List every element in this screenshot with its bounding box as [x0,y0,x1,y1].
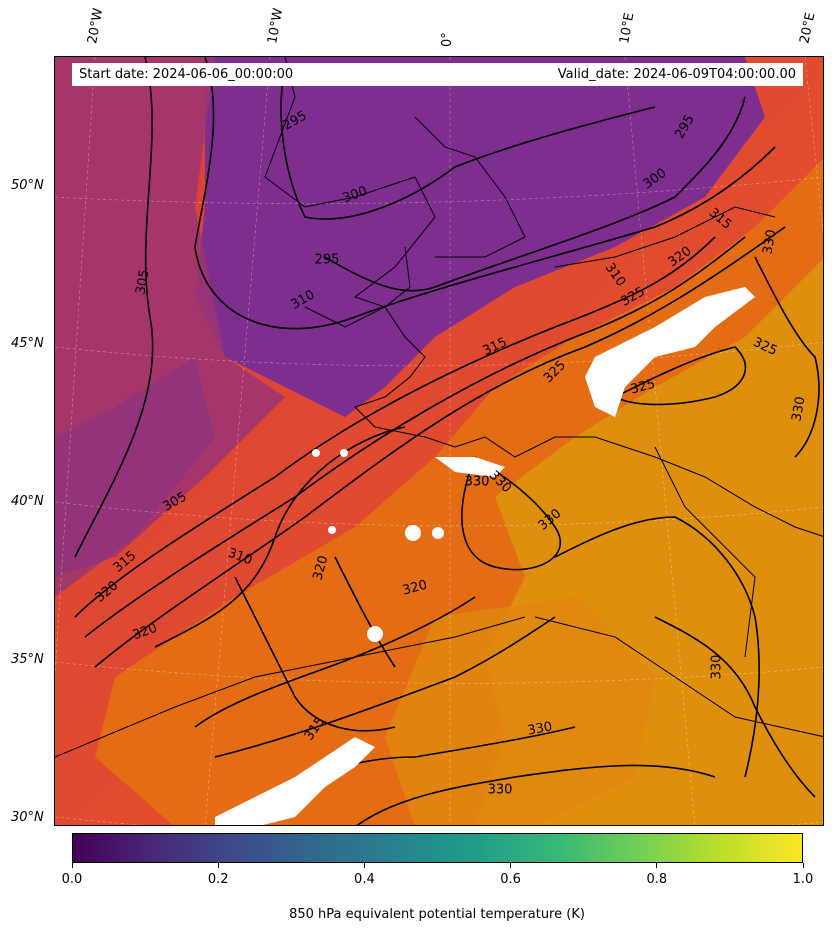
lat-label-45n: 45°N [11,336,44,351]
contour-label: 320 [401,578,429,599]
colorbar-tick [363,863,365,868]
lon-label-20w: 20°W [85,7,107,46]
contour-label: 330 [760,228,779,255]
colorbar-tick-label: 0.6 [500,872,521,887]
contour-label: 305 [133,268,152,295]
lon-label-10e: 10°E [617,11,638,45]
lon-label-20e: 20°E [797,11,819,46]
lat-label-35n: 35°N [11,652,44,667]
colorbar-tick-label: 0.4 [354,872,375,887]
contour-label: 330 [465,475,490,490]
cold-airmass-region [195,57,765,417]
lon-label-0: 0° [440,32,455,47]
contour-label: 330 [526,719,553,738]
lat-label-30n: 30°N [11,810,44,825]
colorbar-tick-label: 1.0 [792,872,814,887]
theta-e-contours [74,57,820,825]
graticule [55,57,823,825]
colorbar-tick [71,863,73,868]
colorbar-tick [802,863,804,868]
contour-label: 330 [789,395,808,422]
lat-label-50n: 50°N [11,178,44,193]
contour-label: 325 [629,377,657,398]
coastlines [55,57,823,758]
cool-airmass-region-west [55,357,215,597]
colorbar-tick [510,863,512,868]
colorbar-tick-label: 0.8 [646,872,668,887]
equivalent-potential-temperature-map: 2952952953003003053053103103103153153153… [55,57,823,825]
missing-data-masks [215,287,755,825]
valid-date-text: Valid_date: 2024-06-09T04:00:00.00 [557,67,796,82]
colorbar-tick-label: 0.2 [207,872,229,887]
colorbar [72,833,803,863]
colorbar-title: 850 hPa equivalent potential temperature… [289,907,585,922]
colorbar-tick-label: 0.0 [61,872,83,887]
contour-label: 320 [311,554,332,582]
colorbar-tick [656,863,658,868]
contour-label: 330 [710,655,725,680]
lon-label-10w: 10°W [265,7,287,46]
date-banner: Start date: 2024-06-06_00:00:00 Valid_da… [72,63,803,86]
lat-label-40n: 40°N [11,494,44,509]
map-panel: 295 295 295 300 300 305 305 310 310 310 315 315 315 3… [54,56,824,826]
colorbar-tick [217,863,219,868]
contour-label: 295 [315,253,340,268]
start-date-text: Start date: 2024-06-06_00:00:00 [79,67,294,82]
contour-label: 330 [488,783,513,798]
